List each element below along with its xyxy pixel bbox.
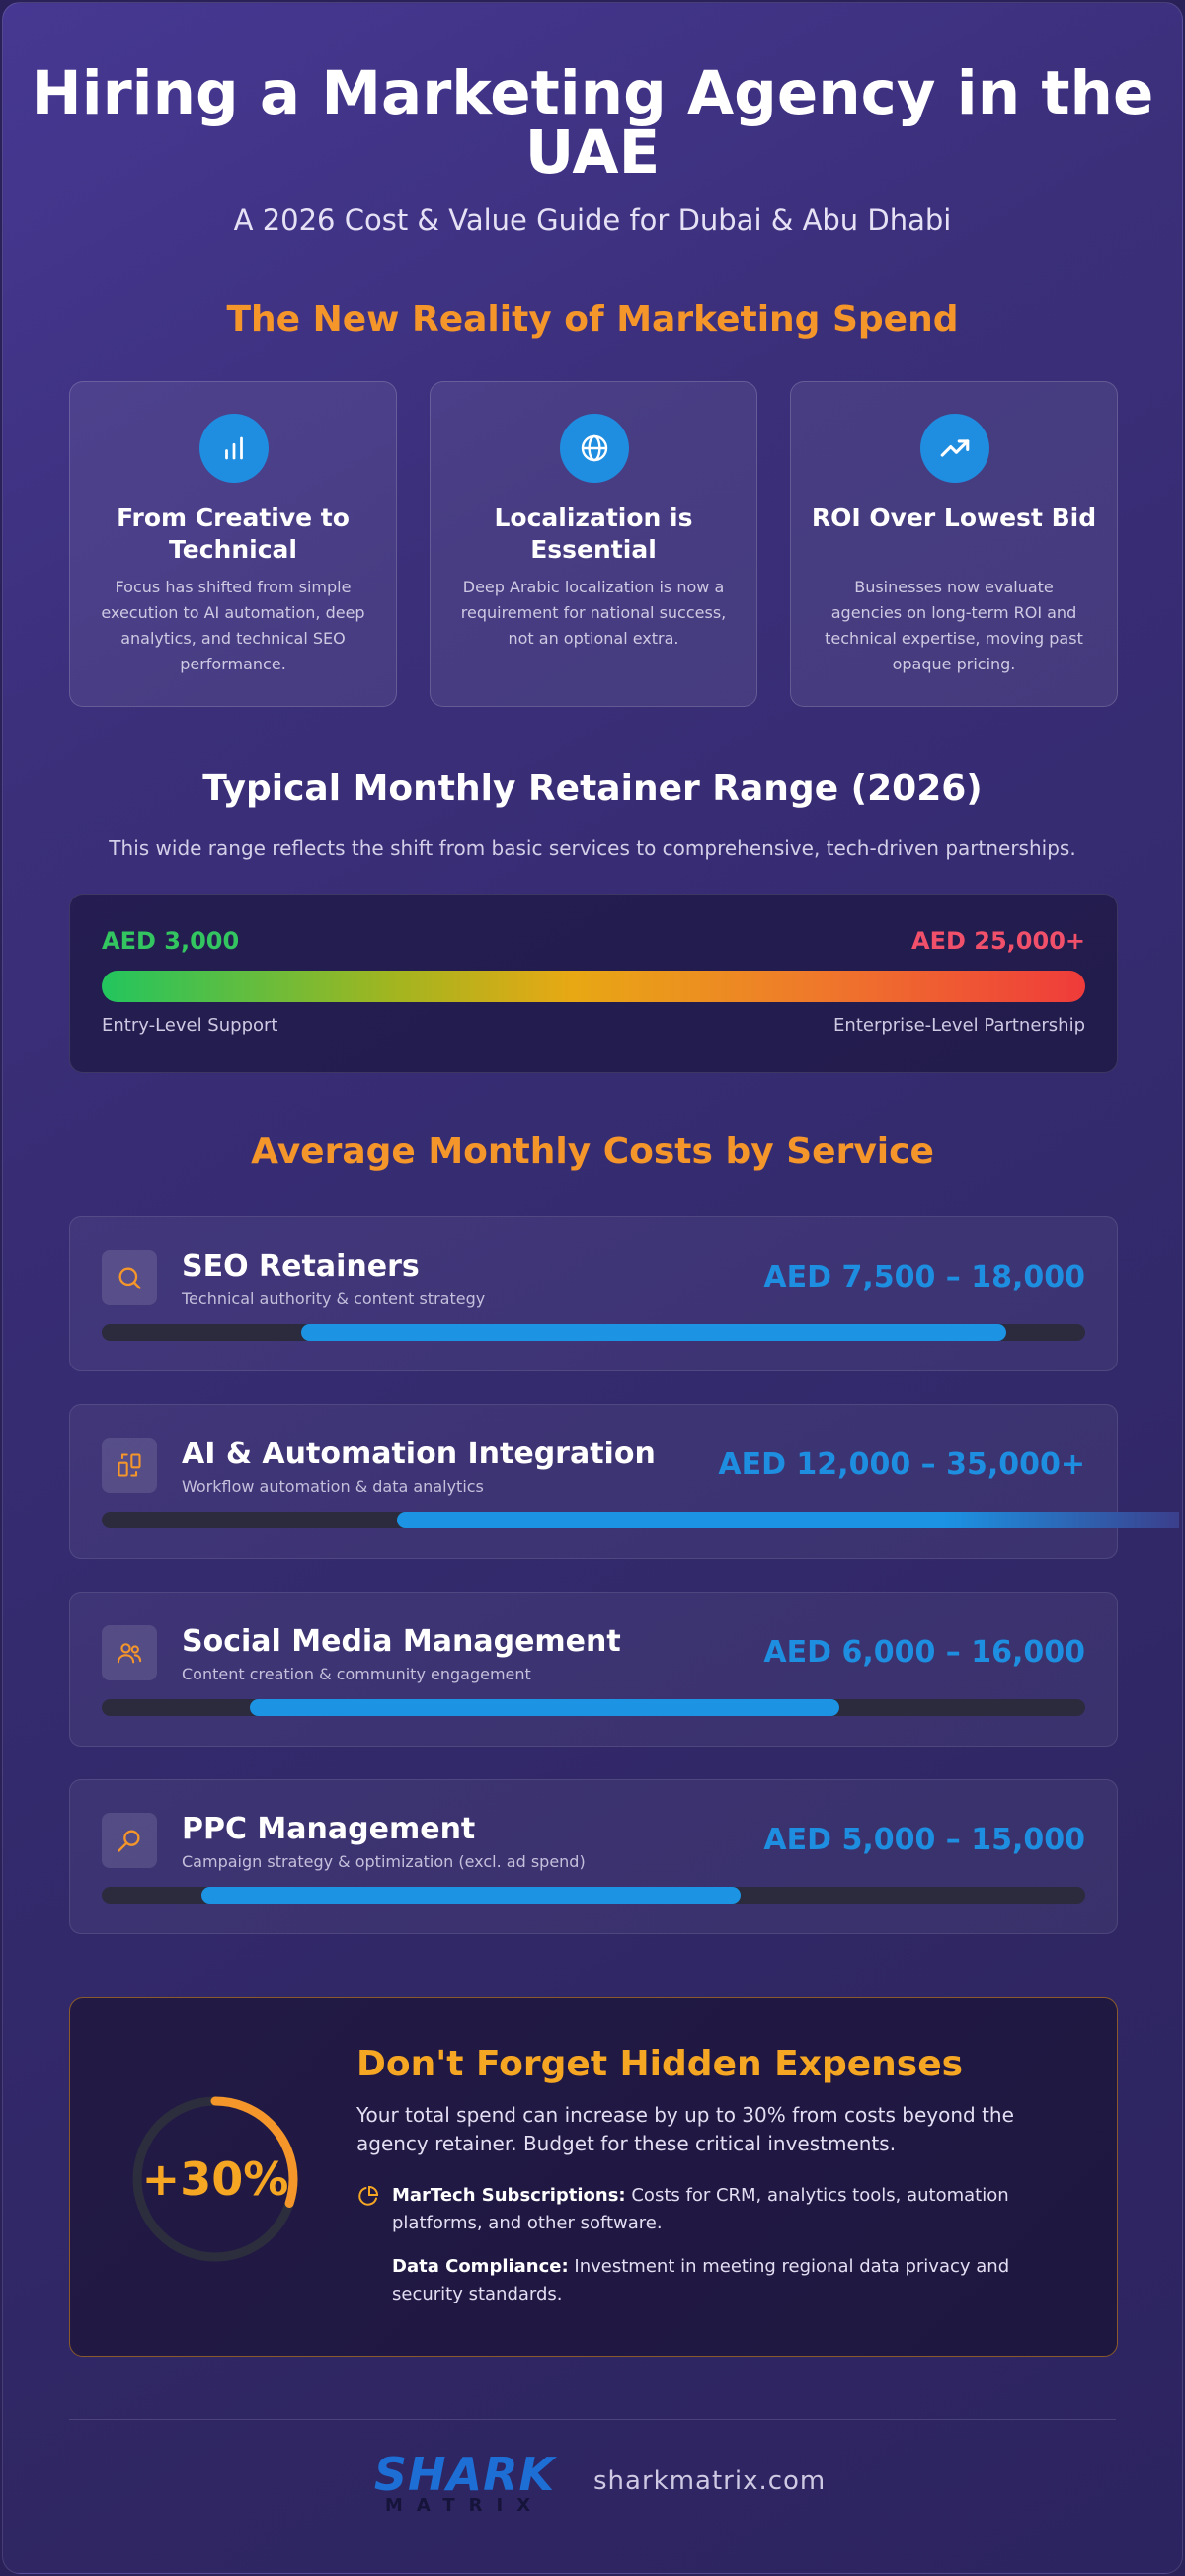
service-name: PPC Management — [182, 1812, 476, 1846]
reality-card-roi: ROI Over Lowest Bid Businesses now evalu… — [790, 381, 1118, 707]
footer-divider — [69, 2419, 1116, 2420]
ring-value: +30% — [141, 2152, 289, 2206]
service-range-track — [102, 1699, 1085, 1716]
retainer-heading: Typical Monthly Retainer Range (2026) — [202, 768, 983, 809]
service-range-fill — [301, 1324, 1007, 1341]
service-price: AED 6,000 – 16,000 — [763, 1635, 1085, 1670]
card-title: ROI Over Lowest Bid — [811, 504, 1097, 532]
service-description: Content creation & community engagement — [182, 1665, 531, 1683]
item-label: Data Compliance: — [392, 2256, 569, 2277]
trending-up-icon — [920, 414, 989, 483]
search-icon — [102, 1250, 157, 1305]
range-min-label: Entry-Level Support — [102, 1015, 278, 1036]
magnifier-icon — [102, 1813, 157, 1868]
reality-card-localization: Localization is Essential Deep Arabic lo… — [430, 381, 757, 707]
range-max-value: AED 25,000+ — [911, 927, 1085, 955]
ring-progress-arc — [132, 2096, 298, 2262]
service-description: Technical authority & content strategy — [182, 1289, 486, 1308]
service-name: AI & Automation Integration — [182, 1437, 656, 1471]
service-description: Workflow automation & data analytics — [182, 1477, 484, 1496]
hidden-item-martech: MarTech Subscriptions: Costs for CRM, an… — [392, 2182, 1073, 2237]
service-description: Campaign strategy & optimization (excl. … — [182, 1852, 586, 1871]
logo-wordmark: SHARK — [373, 2448, 556, 2501]
bar-chart-icon — [199, 414, 269, 483]
page-subtitle: A 2026 Cost & Value Guide for Dubai & Ab… — [233, 203, 952, 237]
service-name: SEO Retainers — [182, 1249, 420, 1284]
range-min-value: AED 3,000 — [102, 927, 240, 955]
service-card-seo: SEO Retainers Technical authority & cont… — [69, 1216, 1118, 1371]
card-text: Businesses now evaluate agencies on long… — [825, 578, 1083, 673]
item-label: MarTech Subscriptions: — [392, 2185, 626, 2206]
card-title: From Creative to Technical — [117, 504, 350, 564]
service-range-track — [102, 1512, 1179, 1528]
service-range-fill — [250, 1699, 839, 1716]
service-range-fill — [396, 1512, 1179, 1528]
service-card-ppc: PPC Management Campaign strategy & optim… — [69, 1779, 1118, 1934]
range-max-label: Enterprise-Level Partnership — [833, 1015, 1085, 1036]
logo-subtext: MATRIX — [384, 2495, 545, 2516]
hidden-expenses-text: Your total spend can increase by up to 3… — [356, 2103, 1014, 2155]
retainer-range-card: AED 3,000 AED 25,000+ Entry-Level Suppor… — [69, 894, 1118, 1073]
reality-heading: The New Reality of Marketing Spend — [226, 299, 959, 340]
retainer-description: This wide range reflects the shift from … — [109, 836, 1076, 860]
service-card-ai: AI & Automation Integration Workflow aut… — [69, 1404, 1179, 1559]
range-gradient-bar — [102, 971, 1085, 1002]
percentage-ring: +30% — [129, 2093, 301, 2265]
page-title: Hiring a Marketing Agency in the UAE — [31, 58, 1154, 188]
reality-card-technical: From Creative to Technical Focus has shi… — [69, 381, 397, 707]
item-text: Costs for CRM, analytics tools, automati… — [392, 2185, 1009, 2233]
service-price: AED 5,000 – 15,000 — [763, 1823, 1085, 1857]
brand-logo: SHARK MATRIX — [358, 2450, 571, 2517]
card-text: Focus has shifted from simple execution … — [101, 578, 365, 673]
service-price: AED 12,000 – 35,000+ — [718, 1447, 1085, 1482]
service-card-social: Social Media Management Content creation… — [69, 1592, 1118, 1747]
service-range-track — [102, 1324, 1085, 1341]
hidden-item-compliance: Data Compliance: Investment in meeting r… — [392, 2253, 1073, 2308]
automation-icon — [102, 1438, 157, 1493]
hidden-expenses-title: Don't Forget Hidden Expenses — [356, 2044, 964, 2084]
globe-icon — [560, 414, 629, 483]
service-price: AED 7,500 – 18,000 — [763, 1260, 1085, 1294]
hidden-expenses-card: +30% Don't Forget Hidden Expenses Your t… — [69, 1997, 1118, 2357]
card-text: Deep Arabic localization is now a requir… — [460, 578, 727, 648]
service-range-track — [102, 1887, 1085, 1904]
website-link[interactable]: sharkmatrix.com — [593, 2466, 827, 2496]
service-name: Social Media Management — [182, 1624, 621, 1659]
users-icon — [102, 1625, 157, 1680]
service-range-fill — [200, 1887, 742, 1904]
pie-chart-icon — [356, 2184, 380, 2208]
card-title: Localization is Essential — [494, 504, 693, 564]
services-heading: Average Monthly Costs by Service — [251, 1132, 934, 1172]
item-text: Investment in meeting regional data priv… — [392, 2256, 1010, 2304]
